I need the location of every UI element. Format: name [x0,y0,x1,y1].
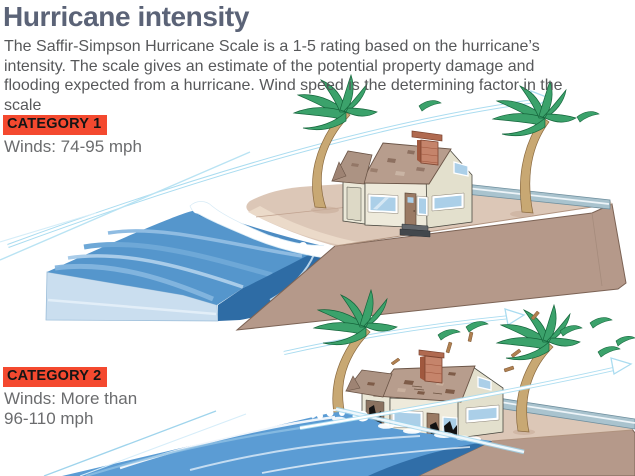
category-2-scene [43,289,635,476]
page-title: Hurricane intensity [3,1,250,32]
category-2-badge: CATEGORY 2 [3,367,108,387]
debris-icon [418,100,600,123]
window-icon [391,376,500,437]
chimney-icon [411,130,443,166]
wind-arrow-icon [299,357,633,430]
palm-tree-icon [293,74,577,214]
flood-water-icon [43,406,525,476]
palm-tree-icon [313,289,581,433]
door-icon [404,192,417,227]
intro-text: The Saffir-Simpson Hurricane Scale is a … [4,38,563,114]
roof-shingle-patches [351,150,425,176]
front-steps [399,223,431,238]
chimney-icon [418,349,445,384]
debris-icon [390,310,635,373]
wind-arrow-icon [0,89,551,261]
category-2-winds: Winds: More than 96-110 mph [4,389,138,428]
category-1-winds: Winds: 74-95 mph [4,137,142,156]
storm-surge-wave-icon [45,201,356,322]
category-1-badge: CATEGORY 1 [3,115,108,135]
house-icon [331,130,473,238]
category-1-scene [0,74,627,331]
window-icon [367,161,469,217]
wind-arrow-icon [283,308,526,355]
